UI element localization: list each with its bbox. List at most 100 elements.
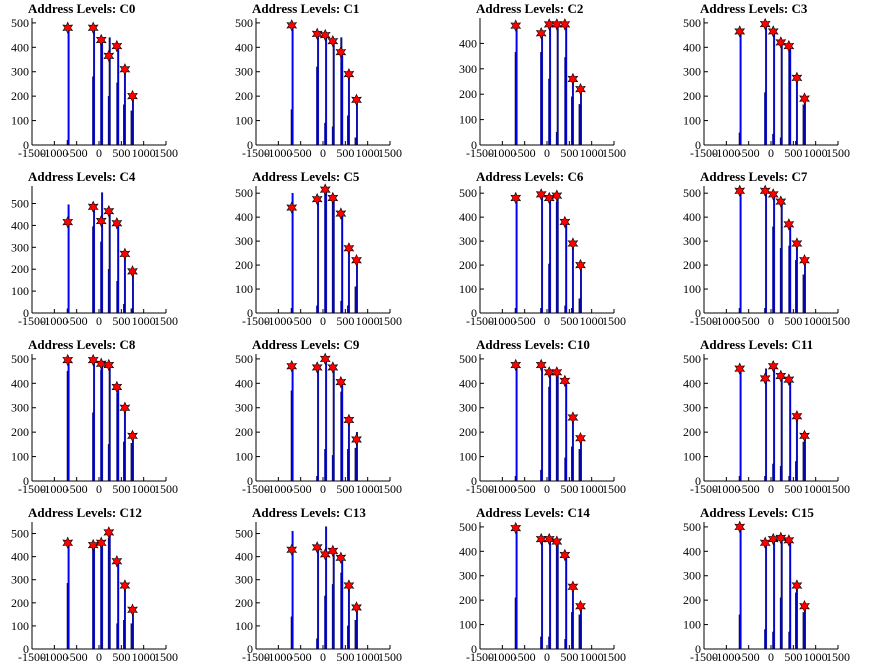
histogram-bar bbox=[515, 197, 518, 314]
histogram-bar bbox=[515, 25, 518, 146]
x-tick-label: 500 bbox=[560, 314, 578, 328]
histogram-bar bbox=[565, 380, 568, 482]
red-star-marker bbox=[311, 541, 323, 554]
red-star-marker bbox=[734, 25, 746, 38]
x-tick-label: -500 bbox=[66, 314, 88, 328]
y-tick-label: 400 bbox=[235, 210, 253, 224]
chart-panel-c0: Address Levels: C0 0 100 200 300 400 500 -1500-… bbox=[0, 0, 224, 168]
red-star-marker bbox=[775, 36, 787, 49]
x-tick-label: 1000 bbox=[804, 650, 828, 664]
y-tick-label: 500 bbox=[459, 520, 477, 534]
y-tick-label: 500 bbox=[11, 352, 29, 366]
x-tick-label: -1000 bbox=[712, 314, 740, 328]
histogram-bar bbox=[515, 364, 518, 482]
red-star-marker bbox=[87, 21, 99, 34]
histogram-bar bbox=[325, 34, 328, 146]
histogram-bar bbox=[739, 368, 742, 482]
red-star-marker bbox=[734, 184, 746, 198]
red-star-marker bbox=[791, 71, 803, 85]
red-star-marker bbox=[559, 548, 571, 562]
histogram-bar bbox=[117, 386, 120, 482]
red-star-marker bbox=[286, 19, 298, 32]
red-star-marker bbox=[759, 17, 771, 31]
x-tick-label: 500 bbox=[784, 482, 802, 496]
x-tick-label: -1000 bbox=[40, 314, 68, 328]
x-tick-label: 1000 bbox=[804, 314, 828, 328]
y-tick-label: 0 bbox=[471, 306, 477, 320]
y-tick-label: 500 bbox=[235, 352, 253, 366]
y-tick-label: 0 bbox=[247, 474, 253, 488]
histogram-bar bbox=[341, 381, 344, 482]
chart-title: Address Levels: C6 bbox=[476, 169, 584, 184]
y-tick-label: 400 bbox=[459, 210, 477, 224]
histogram-bar bbox=[556, 372, 559, 482]
histogram-bar bbox=[317, 199, 320, 314]
y-tick-label: 500 bbox=[459, 352, 477, 366]
chart-svg: Address Levels: C11 0 100 200 300 400 500 -1500… bbox=[683, 337, 850, 496]
x-tick-label: 500 bbox=[560, 482, 578, 496]
histogram-bar bbox=[579, 264, 582, 314]
red-star-marker bbox=[535, 358, 547, 372]
x-tick-label: -1500 bbox=[242, 314, 270, 328]
histogram-bar bbox=[795, 585, 798, 650]
chart-panel-c4: Address Levels: C4 0 100 200 300 400 500 -1500-… bbox=[0, 168, 224, 336]
chart-svg: Address Levels: C00100200300400500-1500-… bbox=[11, 1, 178, 160]
y-tick-label: 300 bbox=[11, 573, 29, 587]
y-tick-label: 300 bbox=[459, 234, 477, 248]
y-tick-label: 400 bbox=[459, 544, 477, 558]
histogram-bar bbox=[556, 195, 559, 314]
y-tick-label: 500 bbox=[235, 16, 253, 30]
histogram-bar bbox=[571, 586, 574, 650]
red-star-marker bbox=[551, 189, 563, 202]
x-tick-label: 1500 bbox=[378, 314, 402, 328]
x-tick-label: 0 bbox=[544, 650, 550, 664]
red-star-marker bbox=[95, 536, 107, 550]
y-tick-label: 200 bbox=[683, 425, 701, 439]
y-tick-label: 100 bbox=[235, 619, 253, 633]
histogram-bar bbox=[739, 190, 742, 314]
x-tick-label: 0 bbox=[544, 314, 550, 328]
red-star-marker bbox=[343, 242, 355, 255]
histogram-bar bbox=[780, 537, 783, 650]
histogram-bar bbox=[773, 366, 776, 482]
red-star-marker bbox=[567, 72, 579, 86]
x-tick-label: 500 bbox=[784, 650, 802, 664]
y-tick-label: 0 bbox=[695, 474, 701, 488]
chart-svg: Address Levels: C14 0 100 200 300 400 500 -1500… bbox=[459, 505, 626, 664]
x-tick-label: -1000 bbox=[40, 146, 68, 160]
red-star-marker bbox=[127, 265, 138, 278]
red-star-marker bbox=[783, 534, 795, 547]
histogram-bar bbox=[325, 358, 328, 482]
y-tick-label: 0 bbox=[471, 642, 477, 656]
red-star-marker bbox=[95, 357, 107, 370]
histogram-bar bbox=[332, 39, 335, 146]
y-tick-label: 500 bbox=[235, 527, 253, 541]
chart-panel-c1: Address Levels: C1 0 100 200 300 400 500 -1500-… bbox=[224, 0, 448, 168]
x-tick-label: -1500 bbox=[242, 482, 270, 496]
x-tick-label: 500 bbox=[336, 482, 354, 496]
x-tick-label: 0 bbox=[768, 482, 774, 496]
red-star-marker bbox=[127, 429, 138, 443]
histogram-bar bbox=[803, 260, 806, 314]
x-tick-label: 1000 bbox=[132, 650, 156, 664]
red-star-marker bbox=[119, 401, 131, 414]
y-tick-label: 400 bbox=[11, 218, 29, 232]
y-tick-label: 100 bbox=[459, 282, 477, 296]
y-tick-label: 300 bbox=[235, 573, 253, 587]
y-tick-label: 400 bbox=[235, 376, 253, 390]
histogram-bar bbox=[317, 32, 320, 146]
histogram-bar bbox=[347, 585, 350, 650]
x-tick-label: -500 bbox=[290, 482, 312, 496]
x-tick-label: -500 bbox=[66, 650, 88, 664]
x-tick-label: 1500 bbox=[602, 482, 626, 496]
histogram-bar bbox=[765, 23, 768, 146]
histogram-bar bbox=[332, 550, 335, 650]
red-star-marker bbox=[734, 520, 746, 534]
histogram-bar bbox=[780, 201, 783, 314]
red-star-marker bbox=[327, 191, 339, 205]
chart-panel-c10: Address Levels: C10 0 100 200 300 400 500 -1500… bbox=[448, 336, 672, 504]
y-tick-label: 400 bbox=[459, 36, 477, 50]
red-star-marker bbox=[335, 375, 347, 389]
chart-svg: Address Levels: C70100200300400500-1500-… bbox=[683, 169, 850, 328]
chart-title: Address Levels: C4 bbox=[28, 169, 136, 184]
